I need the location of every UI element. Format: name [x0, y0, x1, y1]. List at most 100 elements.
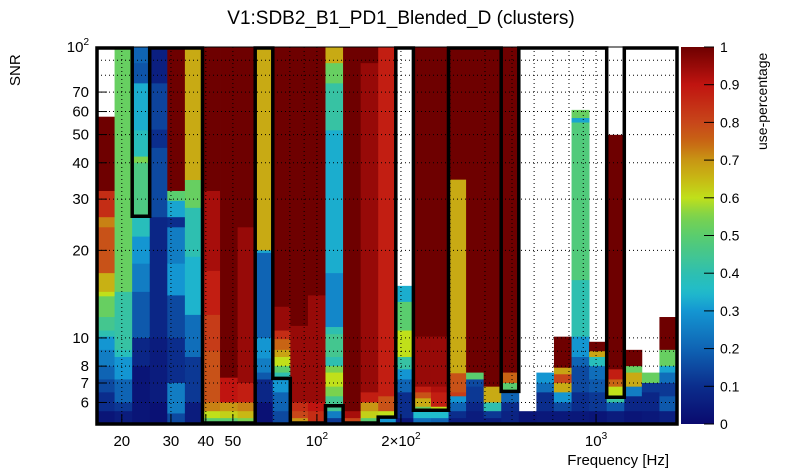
- heatmap-cell: [167, 263, 186, 296]
- heatmap-cell: [466, 372, 485, 380]
- heatmap-cell: [202, 190, 221, 272]
- heatmap-cell: [167, 190, 186, 202]
- heatmap-cell: [255, 250, 274, 254]
- heatmap-cell: [167, 337, 186, 384]
- heatmap-cell: [237, 47, 256, 228]
- heatmap-cell: [571, 392, 590, 412]
- heatmap-cell: [255, 402, 274, 425]
- y-tick-label: 30: [72, 191, 89, 208]
- cluster-outline: [95, 46, 679, 426]
- heatmap-cell: [553, 367, 572, 375]
- heatmap-cell: [132, 130, 151, 157]
- heatmap-cell: [466, 411, 485, 425]
- heatmap-cell: [571, 122, 590, 281]
- heatmap-cell: [413, 336, 432, 388]
- heatmap-cell: [413, 47, 432, 338]
- heatmap-cell: [325, 83, 344, 131]
- heatmap-cell: [413, 386, 432, 393]
- heatmap-cell: [272, 47, 291, 308]
- heatmap-cell: [97, 336, 115, 351]
- x-tick-label-exponent: 2: [322, 431, 328, 442]
- x-tick-label: 102: [306, 431, 329, 450]
- x-tick-label-base: 10: [306, 433, 323, 450]
- heatmap-cell: [395, 379, 414, 393]
- y-tick-label: 8: [81, 358, 89, 375]
- heatmap-cell: [448, 47, 467, 181]
- heatmap-cell: [360, 63, 379, 393]
- heatmap-cell: [501, 402, 520, 412]
- chart-title: V1:SDB2_B1_PD1_Blended_D (clusters): [227, 8, 574, 29]
- heatmap-cell: [220, 377, 239, 403]
- heatmap-cell: [501, 411, 520, 425]
- heatmap-cell: [571, 118, 590, 123]
- heatmap-cell: [659, 411, 678, 425]
- heatmap-cells: [97, 47, 678, 425]
- heatmap-cell: [325, 411, 344, 419]
- heatmap-cell: [132, 83, 151, 131]
- heatmap-cell: [272, 306, 291, 331]
- heatmap-cell: [237, 402, 256, 412]
- x-tick-label: 50: [225, 433, 242, 450]
- heatmap-cell: [641, 392, 660, 412]
- y-tick-label-base: 8: [81, 358, 89, 375]
- heatmap-cell: [641, 372, 660, 384]
- heatmap-cell: [184, 207, 203, 258]
- plot-frame: [96, 46, 678, 425]
- heatmap-cell: [325, 63, 344, 84]
- heatmap-cell: [272, 411, 291, 425]
- heatmap-cell: [255, 252, 274, 339]
- heatmap-cell: [536, 382, 555, 393]
- heatmap-cell: [395, 356, 414, 370]
- heatmap-cell: [114, 349, 133, 358]
- heatmap-cell: [149, 337, 168, 403]
- y-tick-label-base: 10: [67, 39, 84, 56]
- heatmap-cell: [114, 411, 133, 425]
- heatmap-cell: [97, 273, 115, 293]
- x-tick-label-exponent: 3: [602, 431, 608, 442]
- heatmap-cell: [606, 369, 625, 380]
- x-tick-label-base: 20: [113, 433, 130, 450]
- heatmap-cell: [483, 402, 502, 412]
- heatmap-cell: [237, 411, 256, 419]
- heatmap-cell: [132, 263, 151, 293]
- heatmap-cell: [571, 366, 590, 393]
- heatmap-cell: [553, 411, 572, 425]
- heatmap-cell: [97, 217, 115, 228]
- heatmap-cell: [325, 356, 344, 367]
- heatmap-cell: [290, 47, 309, 327]
- y-tick-label: 102: [67, 37, 90, 56]
- y-tick-label: 40: [72, 155, 89, 172]
- heatmap-cell: [255, 337, 274, 359]
- heatmap-cell: [448, 418, 467, 425]
- colorbar: 0 0.1 0.2 0.3 0.4 0.5 0.6 0.7 0.8 0.9 1: [681, 39, 740, 432]
- heatmap-cell: [501, 382, 520, 393]
- heatmap-cell: [114, 47, 133, 293]
- y-tick-label-base: 7: [81, 375, 89, 392]
- heatmap-cell: [536, 411, 555, 425]
- x-tick-label: 30: [163, 433, 180, 450]
- heatmap-cell: [202, 411, 221, 419]
- heatmap-cell: [149, 129, 168, 149]
- heatmap-cell: [132, 156, 151, 164]
- heatmap-cell: [184, 356, 203, 403]
- heatmap-cell: [659, 372, 678, 384]
- heatmap-cell: [518, 411, 537, 425]
- x-tick-label-base: 30: [163, 433, 180, 450]
- heatmap-cell: [114, 402, 133, 412]
- heatmap-cell: [167, 382, 186, 414]
- heatmap-cell: [483, 386, 502, 403]
- y-tick-label-base: 60: [72, 104, 89, 121]
- heatmap-cell: [589, 379, 608, 393]
- heatmap-cell: [589, 392, 608, 412]
- y-tick-label: 60: [72, 104, 89, 121]
- y-tick-label-base: 40: [72, 155, 89, 172]
- y-tick-label: 10: [72, 330, 89, 347]
- x-tick-label-base: 40: [197, 433, 214, 450]
- colorbar-tick-label: 0: [720, 416, 728, 432]
- heatmap-cell: [325, 396, 344, 412]
- heatmap-cell: [430, 418, 449, 425]
- heatmap-cell: [395, 418, 414, 425]
- x-tick-label-base: 10: [585, 433, 602, 450]
- heatmap-cell: [413, 398, 432, 408]
